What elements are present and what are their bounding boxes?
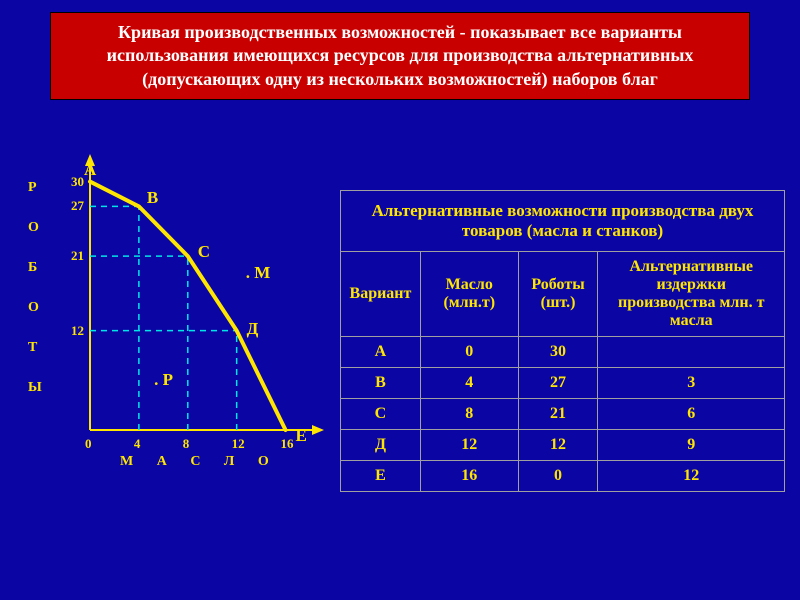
x-tick: 12 xyxy=(232,436,245,452)
table-cell: 0 xyxy=(518,461,598,492)
interior-point-label: . Р xyxy=(154,370,173,390)
table-col-header: Альтернативные издержки производства млн… xyxy=(598,252,785,337)
y-axis-label-char: Р xyxy=(28,180,37,196)
table-row: А030 xyxy=(341,337,785,368)
y-tick: 27 xyxy=(60,198,84,214)
x-tick: 16 xyxy=(281,436,294,452)
ppf-table: Альтернативные возможности производства … xyxy=(340,190,785,492)
y-axis-label-char: О xyxy=(28,220,39,236)
curve-point-label: С xyxy=(198,242,210,262)
table-cell: 12 xyxy=(518,430,598,461)
y-axis-label-char: О xyxy=(28,300,39,316)
table-cell: 0 xyxy=(420,337,518,368)
table-row: С8216 xyxy=(341,399,785,430)
table-cell: 12 xyxy=(598,461,785,492)
table-title: Альтернативные возможности производства … xyxy=(341,191,785,252)
curve-point-label: Д xyxy=(247,319,259,339)
table-col-header: Роботы (шт.) xyxy=(518,252,598,337)
y-tick: 12 xyxy=(60,323,84,339)
table-cell: 12 xyxy=(420,430,518,461)
table-row: В4273 xyxy=(341,368,785,399)
interior-point-label: . М xyxy=(246,263,271,283)
table-cell: 30 xyxy=(518,337,598,368)
table-cell: 4 xyxy=(420,368,518,399)
table-cell: Е xyxy=(341,461,421,492)
table-cell: 6 xyxy=(598,399,785,430)
table-col-header: Вариант xyxy=(341,252,421,337)
y-axis-label-char: Б xyxy=(28,260,37,276)
table-cell xyxy=(598,337,785,368)
header-text: Кривая производственных возможностей - п… xyxy=(65,21,735,91)
table-cell: 21 xyxy=(518,399,598,430)
table-row: Д12129 xyxy=(341,430,785,461)
y-tick: 21 xyxy=(60,248,84,264)
y-axis-label-char: Ы xyxy=(28,380,42,396)
x-tick: 8 xyxy=(183,436,190,452)
x-tick: 4 xyxy=(134,436,141,452)
ppf-table-wrap: Альтернативные возможности производства … xyxy=(340,190,785,492)
curve-point-label: А xyxy=(84,160,96,180)
table-cell: 16 xyxy=(420,461,518,492)
table-cell: В xyxy=(341,368,421,399)
x-tick: 0 xyxy=(85,436,92,452)
table-cell: 8 xyxy=(420,399,518,430)
table-row: Е16012 xyxy=(341,461,785,492)
curve-point-label: Е xyxy=(296,426,307,446)
y-axis-label-char: Т xyxy=(28,340,37,356)
curve-point-label: В xyxy=(147,188,158,208)
table-cell: 3 xyxy=(598,368,785,399)
table-cell: С xyxy=(341,399,421,430)
table-cell: 27 xyxy=(518,368,598,399)
table-cell: А xyxy=(341,337,421,368)
header-box: Кривая производственных возможностей - п… xyxy=(50,12,750,100)
ppf-chart: 12 21 27 30 0 4 8 12 16 А В С Д Е . М . Р Р О Б О Т Ы М А С Л … xyxy=(20,150,330,480)
y-tick: 30 xyxy=(60,174,84,190)
table-col-header: Масло (млн.т) xyxy=(420,252,518,337)
table-cell: 9 xyxy=(598,430,785,461)
table-cell: Д xyxy=(341,430,421,461)
x-axis-label: М А С Л О xyxy=(120,454,279,470)
